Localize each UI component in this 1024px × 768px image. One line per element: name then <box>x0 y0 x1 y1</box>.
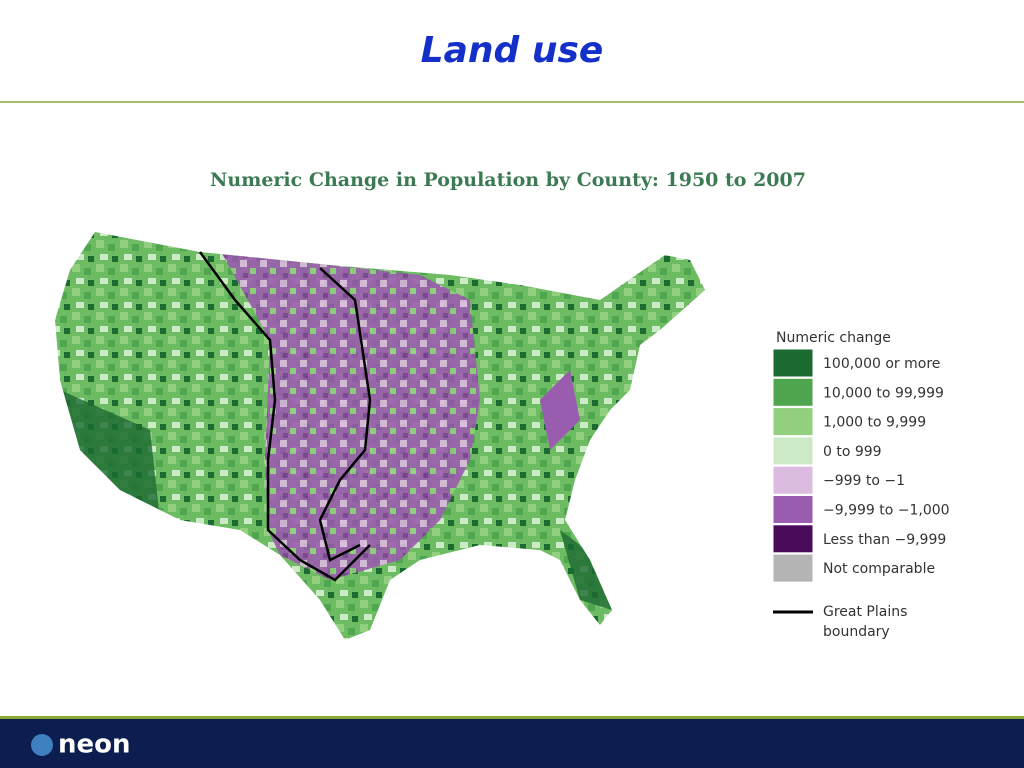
legend-swatch <box>772 465 814 495</box>
legend-label: Great Plains <box>823 604 907 620</box>
slide-title: Land use <box>421 30 604 71</box>
legend-label: 0 to 999 <box>823 444 882 460</box>
legend-swatch <box>772 436 814 466</box>
legend-swatch <box>772 553 814 583</box>
legend-label: −999 to −1 <box>823 473 905 489</box>
legend-label: −9,999 to −1,000 <box>823 503 950 519</box>
urban-growth <box>560 530 612 610</box>
legend-swatch <box>772 407 814 437</box>
legend-label: 100,000 or more <box>823 356 940 372</box>
legend-label: Not comparable <box>823 561 935 577</box>
legend-title: Numeric change <box>776 330 891 346</box>
footer-rule <box>0 716 1024 719</box>
legend-swatch <box>772 348 814 378</box>
appalachia-decline <box>540 370 580 450</box>
legend-label: 1,000 to 9,999 <box>823 415 926 431</box>
legend-label: 10,000 to 99,999 <box>823 385 944 401</box>
legend-swatch <box>772 495 814 524</box>
map <box>55 232 705 640</box>
legend: Numeric change 100,000 or more 10,000 to … <box>772 330 950 640</box>
legend-swatch <box>772 524 814 554</box>
urban-growth <box>60 390 160 520</box>
plains-decline <box>220 250 480 580</box>
legend-swatch <box>772 377 814 407</box>
great-plains-boundary <box>198 251 371 582</box>
logo: neon <box>58 730 131 760</box>
legend-label: boundary <box>823 624 890 640</box>
logo-globe <box>31 734 53 756</box>
footer <box>0 719 1024 768</box>
map-title: Numeric Change in Population by County: … <box>210 169 806 191</box>
legend-label: Less than −9,999 <box>823 532 946 548</box>
great-plains-boundary <box>318 267 372 562</box>
